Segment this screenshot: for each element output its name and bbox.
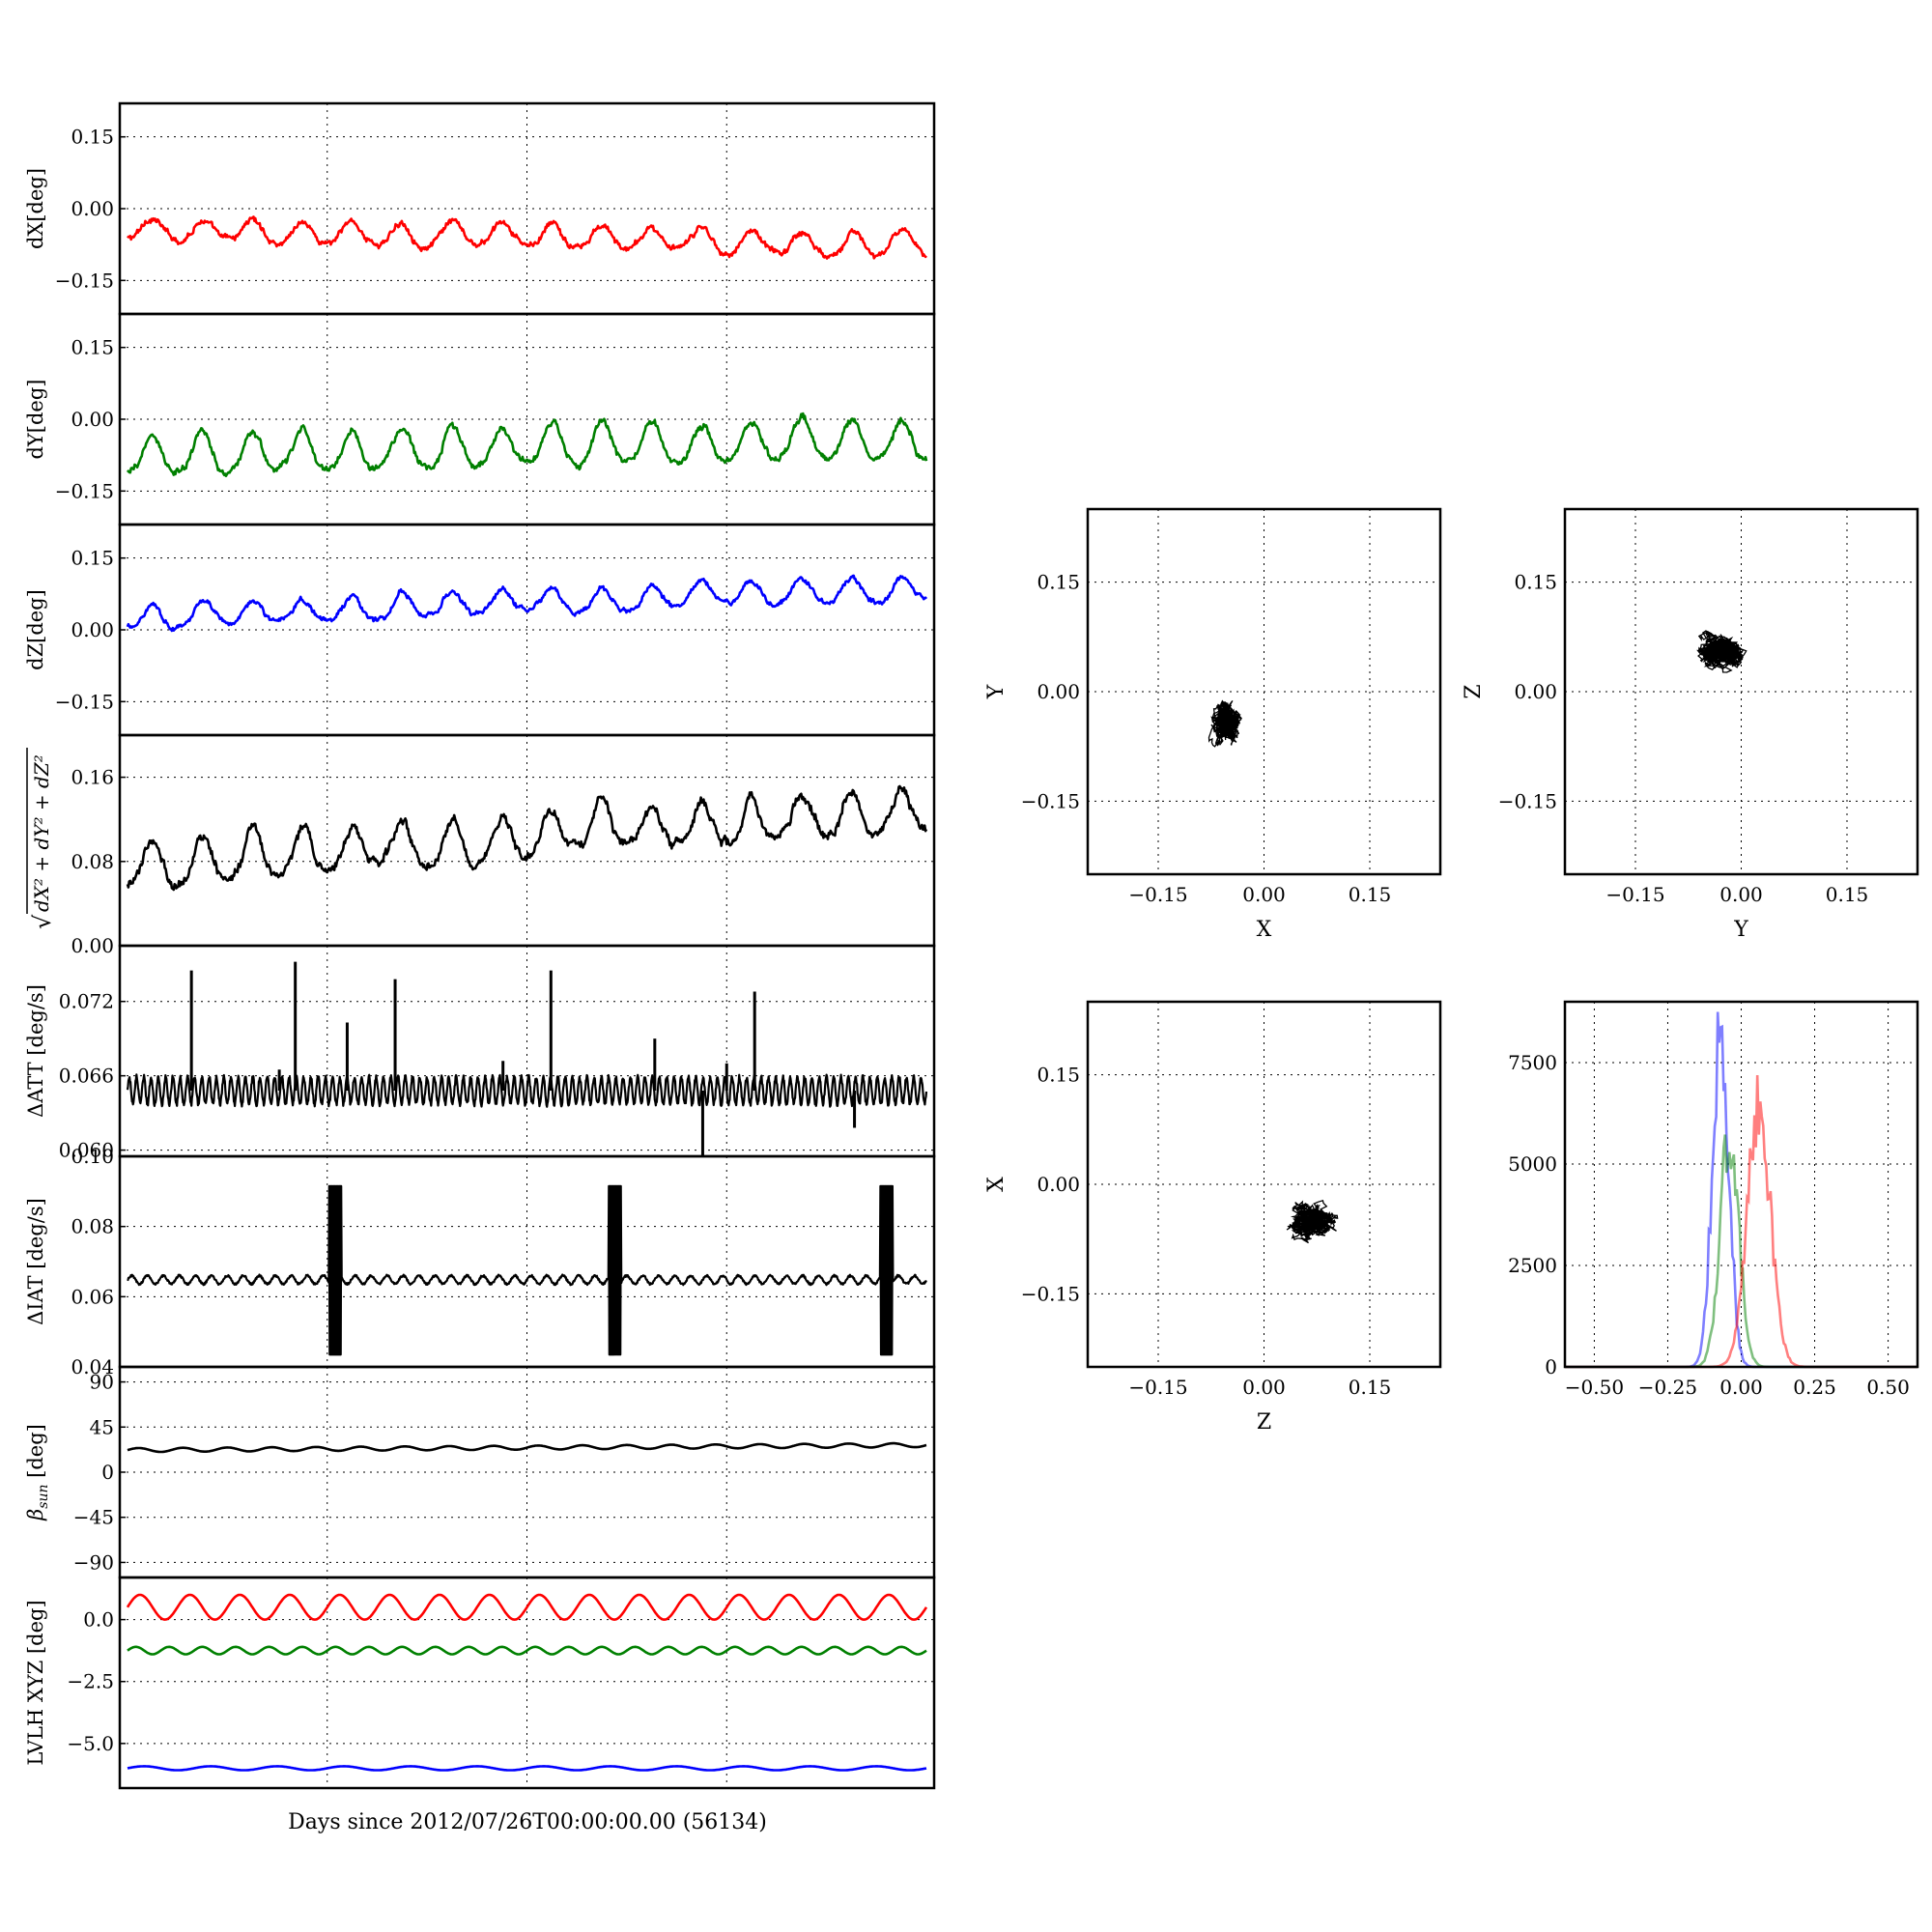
shared-x-axis-label: Days since 2012/07/26T00:00:00.00 (56134…: [288, 1810, 767, 1834]
panel-1-tick-label: 0.00: [71, 197, 114, 220]
panel-2-tick-label: 0.00: [71, 408, 114, 431]
scatter-3-tick-label-y: 0.00: [1037, 1173, 1080, 1196]
panel-6-tick-label: 0.04: [71, 1355, 114, 1378]
scatter-1-tick-label-x: −0.15: [1128, 883, 1187, 906]
panel-6-series-line: [127, 1184, 927, 1356]
histogram-tick-label-x: 0.50: [1866, 1376, 1910, 1399]
scatter-2-tick-label-x: 0.15: [1826, 883, 1869, 906]
scatter-2-x-axis-label: Y: [1733, 918, 1748, 942]
scatter-2-tick-label-x: −0.15: [1605, 883, 1664, 906]
panel-3-tick-label: 0.15: [71, 547, 114, 570]
panel-1-series-line: [127, 215, 927, 260]
panel-5-series-line: [126, 1073, 928, 1108]
panel-7-tick-label: 0: [101, 1461, 114, 1484]
panel-6-tick-label: 0.06: [71, 1285, 114, 1308]
scatter-3-tick-label-y: −0.15: [1021, 1282, 1080, 1305]
panel-4-tick-label: 0.08: [71, 850, 114, 873]
histogram-series-line: [1565, 1074, 1918, 1369]
panel-2-tick-label: 0.15: [71, 336, 114, 359]
panel-5-y-axis-label: ΔATT [deg/s]: [24, 984, 47, 1118]
scatter-1-trace: [1208, 699, 1242, 748]
scatter-1-frame: [1086, 507, 1442, 876]
histogram-tick-label-y: 0: [1545, 1355, 1557, 1378]
histogram-tick-label-x: 0.00: [1719, 1376, 1763, 1399]
panel-8-tick-label: −2.5: [67, 1670, 114, 1693]
panel-8-series-line: [126, 1593, 928, 1621]
panel-8-tick-label: 0.0: [83, 1608, 114, 1632]
panel-1-tick-label: 0.15: [71, 126, 114, 149]
scatter-3-tick-label-y: 0.15: [1037, 1064, 1080, 1087]
panel-4-frame: [118, 733, 936, 948]
scatter-1-y-axis-label: Y: [984, 684, 1009, 699]
scatter-1-tick-label-x: 0.00: [1242, 883, 1286, 906]
scatter-1-x-axis-label: X: [1257, 918, 1272, 942]
panel-7-y-axis-label: βsun [deg]: [24, 1424, 51, 1521]
scatter-2-tick-label-x: 0.00: [1719, 883, 1763, 906]
scatter-3-frame: [1086, 1000, 1442, 1369]
histogram-tick-label-x: −0.25: [1638, 1376, 1697, 1399]
panel-2-series-line: [126, 412, 928, 477]
histogram-tick-label-y: 5000: [1508, 1152, 1557, 1176]
panel-6-tick-label: 0.10: [71, 1145, 114, 1168]
histogram-tick-label-y: 7500: [1508, 1051, 1557, 1074]
sqrt-formula: dX² + dY² + dZ²: [30, 754, 53, 912]
scatter-3-tick-label-x: 0.15: [1349, 1376, 1392, 1399]
panel-5-tick-label: 0.060: [59, 1139, 114, 1162]
panel-3-series-line: [126, 574, 928, 633]
panel-7-tick-label: −90: [73, 1550, 114, 1574]
panel-7-tick-label: 90: [90, 1371, 114, 1394]
panel-8-series-line: [127, 1765, 927, 1772]
panel-7-tick-label: −45: [73, 1506, 114, 1529]
panel-4-tick-label: 0.16: [71, 766, 114, 789]
panel-2-y-axis-label: dY[deg]: [24, 379, 47, 459]
scatter-1-tick-label-x: 0.15: [1349, 883, 1392, 906]
panel-4-series-line: [126, 784, 928, 892]
scatter-2-y-axis-label: Z: [1462, 684, 1486, 698]
panel-5-tick-label: 0.072: [59, 990, 114, 1013]
plots-layer: −0.150.000.15dX[deg]−0.150.000.15dY[deg]…: [24, 101, 1919, 1790]
histogram-tick-label-x: −0.50: [1565, 1376, 1624, 1399]
histogram-series-line: [1565, 1134, 1918, 1369]
scatter-3-x-axis-label: Z: [1257, 1410, 1271, 1435]
panel-5-frame: [118, 944, 936, 1158]
scatter-3-y-axis-label: X: [984, 1177, 1009, 1192]
panel-6-frame: [118, 1154, 936, 1369]
panel-7-tick-label: 45: [90, 1415, 114, 1438]
panel-4-y-axis-label: √ dX² + dY² + dZ²: [26, 748, 56, 929]
panel-4-tick-label: 0.00: [71, 934, 114, 957]
scatter-2-trace: [1696, 630, 1747, 673]
panel-1-y-axis-label: dX[deg]: [24, 168, 47, 249]
scatter-3-tick-label-x: −0.15: [1128, 1376, 1187, 1399]
histogram-tick-label-y: 2500: [1508, 1254, 1557, 1277]
panel-2-tick-label: −0.15: [55, 479, 114, 502]
scatter-1-tick-label-y: −0.15: [1021, 789, 1080, 812]
panel-3-y-axis-label: dZ[deg]: [24, 589, 47, 670]
panel-3-tick-label: 0.00: [71, 618, 114, 641]
scatter-3-tick-label-x: 0.00: [1242, 1376, 1286, 1399]
panel-5-tick-label: 0.066: [59, 1065, 114, 1088]
panel-1-tick-label: −0.15: [55, 269, 114, 292]
scatter-2-frame: [1563, 507, 1919, 876]
scatter-1-tick-label-y: 0.15: [1037, 571, 1080, 594]
panel-3-tick-label: −0.15: [55, 690, 114, 713]
scatter-1-tick-label-y: 0.00: [1037, 680, 1080, 703]
sqrt-sign: √: [29, 914, 56, 929]
scatter-2-tick-label-y: 0.00: [1514, 680, 1557, 703]
scatter-3-trace: [1286, 1199, 1339, 1244]
histogram-frame: [1563, 1000, 1919, 1369]
panel-8-frame: [118, 1576, 936, 1790]
scatter-2-tick-label-y: 0.15: [1514, 571, 1557, 594]
panel-6-y-axis-label: ΔIAT [deg/s]: [24, 1198, 47, 1325]
panel-7-series-line: [127, 1441, 927, 1454]
panel-8-y-axis-label: LVLH XYZ [deg]: [24, 1600, 47, 1765]
panel-6-tick-label: 0.08: [71, 1215, 114, 1238]
panel-8-series-line: [127, 1645, 927, 1656]
histogram-tick-label-x: 0.25: [1793, 1376, 1836, 1399]
scatter-2-tick-label-y: −0.15: [1498, 789, 1557, 812]
panel-8-tick-label: −5.0: [67, 1732, 114, 1755]
